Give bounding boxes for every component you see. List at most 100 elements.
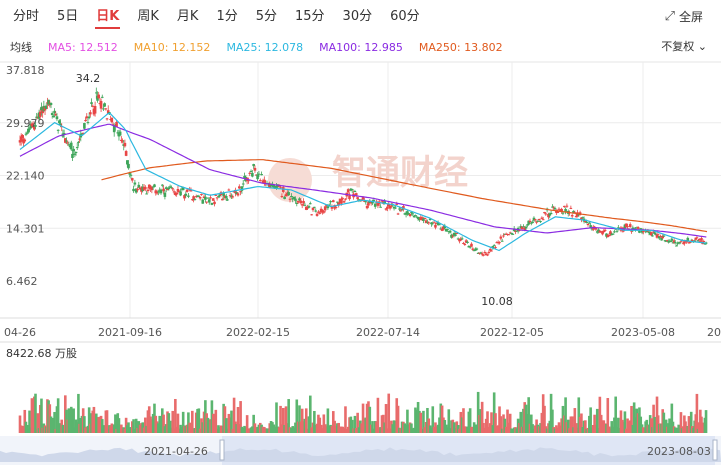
candle-body [498,242,501,244]
fullscreen-button[interactable]: ⤢ 全屏 [665,0,703,34]
volume-bar [390,420,393,433]
candle-body [562,205,566,207]
volume-bar [230,410,233,433]
volume-bar [214,409,218,433]
candle [662,233,666,237]
candle-body [132,188,135,192]
volume-bar [655,396,659,433]
volume-bar [168,420,172,433]
candle-body [275,185,278,188]
volume-bar [47,400,50,433]
candle-body [105,118,109,120]
candle-body [189,190,193,192]
candle [506,233,509,236]
candle [553,206,557,211]
volume-bar [108,425,111,433]
candle-body [552,207,556,209]
candle-body [624,223,628,228]
candle [140,186,143,195]
volume-bar [296,421,300,433]
candle [396,212,400,215]
candle-body [410,211,413,213]
candle-body [354,193,358,196]
candle-body [68,145,72,148]
tab-8[interactable]: 30分 [342,9,373,24]
candle [345,192,349,200]
candle-body [46,102,49,104]
candle-body [295,202,299,204]
tab-7[interactable]: 15分 [295,9,325,24]
tab-3[interactable]: 周K [137,9,159,24]
volume-bar [213,419,216,433]
volume-bar [68,422,72,433]
candle-body [231,196,235,198]
candle [384,208,388,212]
candle [472,250,476,252]
volume-bar [573,408,577,433]
tab-2[interactable]: 日K [87,0,128,34]
candle [668,239,671,243]
volume-bar [303,418,307,433]
candle-body [601,231,604,235]
candle [64,138,67,144]
adjust-dropdown[interactable]: 不复权 ⌄ [661,36,707,58]
candle-body [130,178,134,181]
tab-0[interactable]: 分时 [13,9,40,24]
candle [236,191,240,197]
volume-bar [524,404,528,433]
candle-body [442,226,445,230]
volume-bar [404,424,408,433]
candle-body [565,205,569,207]
candle [619,226,623,233]
tab-6[interactable]: 5分 [255,9,277,24]
volume-bar [55,406,59,433]
candle [48,100,52,108]
candle-body [72,148,75,152]
candle [651,233,654,237]
volume-bar [207,419,211,433]
volume-bar [402,421,405,433]
tab-1[interactable]: 5日 [57,9,79,24]
candle [685,240,688,244]
candle [68,143,72,150]
candle [331,199,335,203]
volume-bar [44,426,48,433]
candle-body [357,199,361,201]
candle-body [669,240,672,242]
candle-body [556,211,559,214]
candle-body [314,210,318,212]
candle-body [438,224,441,226]
candle-body [61,133,65,137]
volume-bar [578,416,582,433]
volume-bar [459,411,463,433]
candle [490,249,493,252]
volume-bar [30,398,34,433]
volume-bar [202,411,206,433]
volume-bar [392,420,396,433]
candle-body [396,213,400,215]
candle-body [93,106,97,114]
tab-5[interactable]: 1分 [216,9,238,24]
candle-body [71,153,74,158]
volume-bar [520,426,524,433]
tab-4[interactable]: 月K [176,9,199,24]
candle-body [198,197,202,199]
candle [260,171,263,176]
volume-bar [166,411,169,433]
candle-body [102,108,105,110]
candle-body [236,193,240,196]
candle-body [67,144,71,146]
x-tick-label: 2022-12-05 [480,326,544,339]
volume-bar [179,424,182,433]
candle [263,176,266,186]
tab-9[interactable]: 60分 [390,9,420,24]
volume-bar [439,403,443,433]
candle-body [193,198,197,200]
y-tick-label: 22.140 [6,170,45,183]
volume-bar [422,410,425,433]
candle-body [333,205,336,209]
volume-bar [120,424,123,433]
candle-body [224,195,228,199]
candle [206,197,210,199]
